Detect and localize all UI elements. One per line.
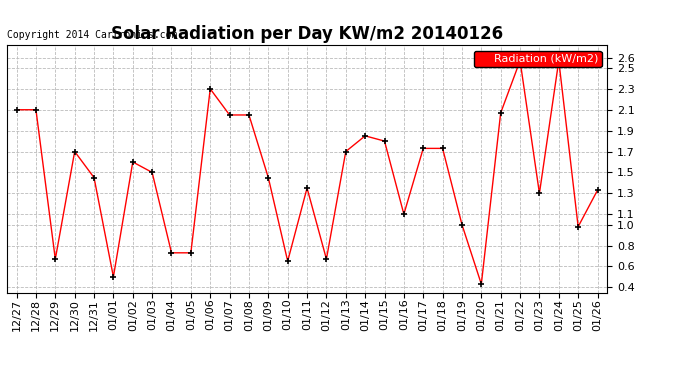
Text: Copyright 2014 Cartronics.com: Copyright 2014 Cartronics.com	[7, 30, 177, 40]
Legend: Radiation (kW/m2): Radiation (kW/m2)	[474, 51, 602, 67]
Title: Solar Radiation per Day KW/m2 20140126: Solar Radiation per Day KW/m2 20140126	[111, 26, 503, 44]
